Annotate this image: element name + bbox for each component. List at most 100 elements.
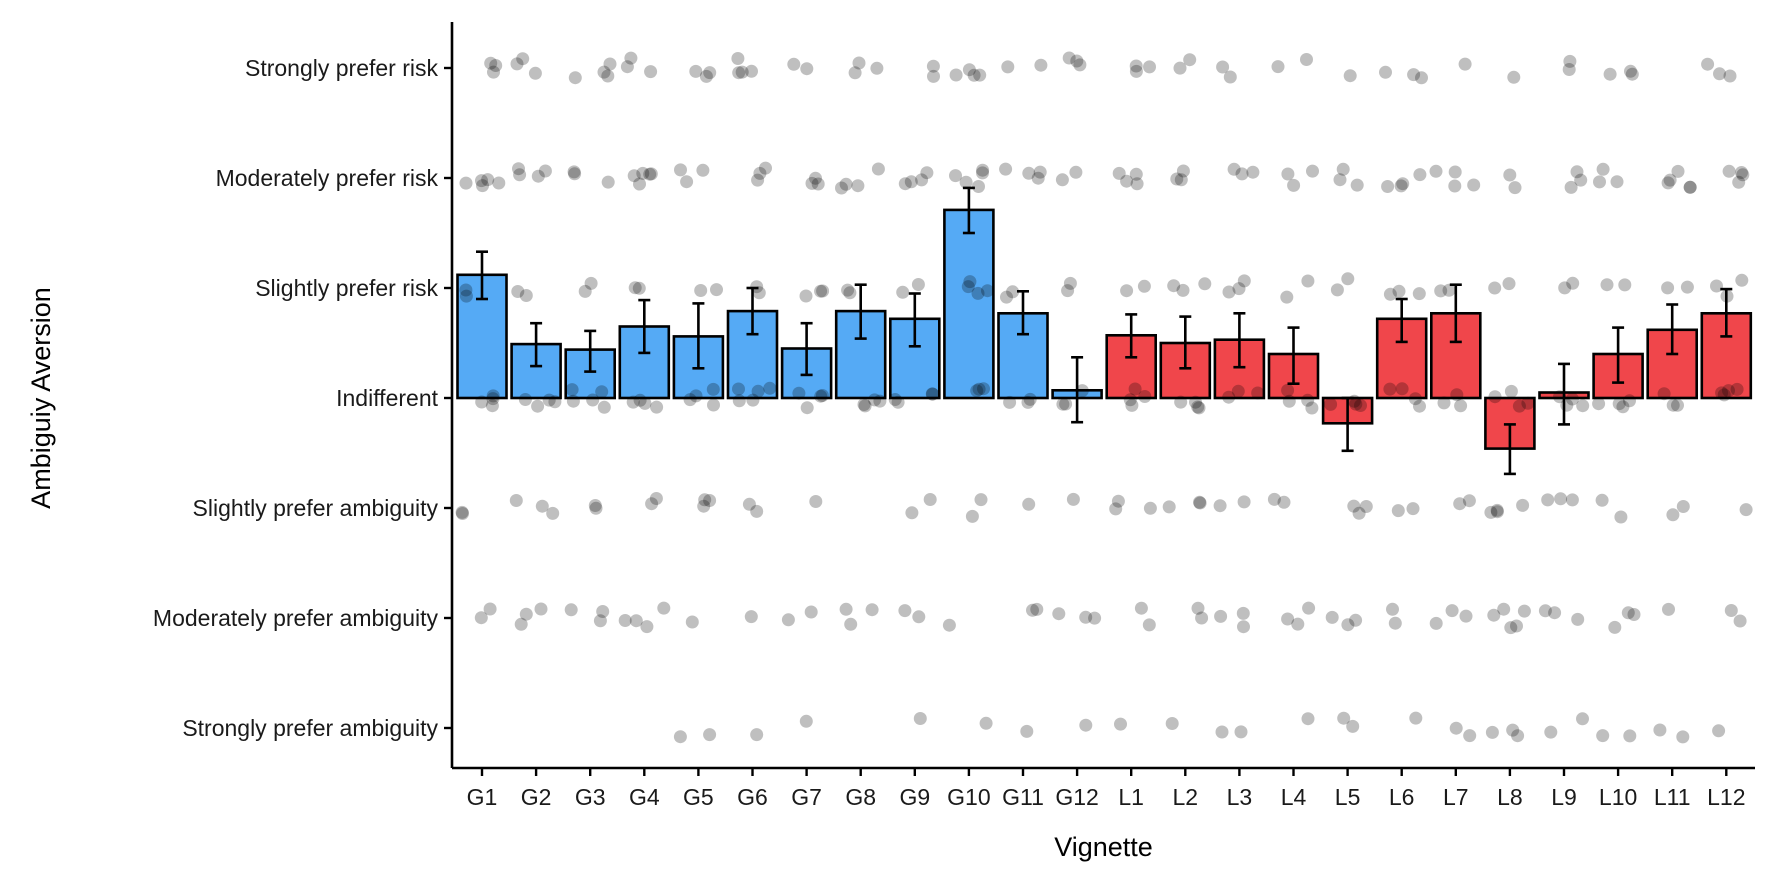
response-point-G8 <box>835 181 848 195</box>
response-point-G8 <box>873 394 887 408</box>
response-point-L9 <box>1566 276 1580 290</box>
response-point-G8 <box>839 602 853 616</box>
response-point-G7 <box>805 176 819 190</box>
response-point-G6 <box>751 384 765 398</box>
response-point-G2 <box>513 168 527 182</box>
response-point-G5 <box>696 163 710 177</box>
error-bar-L11 <box>1666 303 1679 356</box>
response-point-G4 <box>643 167 657 181</box>
response-point-G12 <box>1056 397 1070 411</box>
response-point-L7 <box>1448 165 1462 179</box>
response-point-L4 <box>1302 601 1316 615</box>
response-point-G6 <box>732 382 745 396</box>
response-point-G11 <box>1020 724 1034 738</box>
response-point-L2 <box>1191 400 1205 414</box>
response-point-G1 <box>459 176 473 190</box>
response-point-L2 <box>1174 395 1188 409</box>
response-point-G1 <box>486 389 500 403</box>
response-point-G12 <box>1052 607 1066 621</box>
response-point-G4 <box>627 169 641 183</box>
x-tick-label: G1 <box>467 784 498 810</box>
response-point-G9 <box>915 173 929 187</box>
response-point-G3 <box>601 69 615 83</box>
response-point-G12 <box>1061 284 1075 298</box>
error-bar-L7 <box>1449 283 1462 344</box>
error-bar-G5 <box>692 302 705 370</box>
response-point-L10 <box>1623 394 1636 408</box>
response-point-L10 <box>1600 278 1614 292</box>
response-point-G8 <box>841 283 855 297</box>
response-point-G5 <box>710 283 723 297</box>
response-point-L1 <box>1138 390 1152 403</box>
response-point-L1 <box>1143 60 1156 74</box>
response-point-L3 <box>1214 609 1228 623</box>
response-point-L11 <box>1666 398 1680 412</box>
x-tick-label: G11 <box>1002 784 1044 810</box>
response-point-G1 <box>485 399 499 413</box>
response-point-L3 <box>1232 282 1246 296</box>
response-point-L3 <box>1237 274 1251 288</box>
response-point-L5 <box>1330 283 1344 297</box>
response-point-L12 <box>1713 67 1726 81</box>
response-point-L1 <box>1134 601 1148 615</box>
response-point-G10 <box>967 68 981 82</box>
x-tick-label: L12 <box>1707 784 1745 810</box>
response-point-L4 <box>1301 393 1315 407</box>
response-point-G3 <box>564 603 578 617</box>
error-bar-G9 <box>908 292 921 348</box>
response-point-L3 <box>1251 386 1265 400</box>
response-point-L2 <box>1167 279 1181 293</box>
error-bar-G6 <box>746 286 759 336</box>
response-point-L7 <box>1429 164 1443 178</box>
response-point-G12 <box>1079 718 1093 732</box>
response-point-L11 <box>1661 281 1675 295</box>
response-point-G12 <box>1055 173 1069 187</box>
response-point-G5 <box>689 389 703 403</box>
response-point-G9 <box>926 59 940 73</box>
response-point-G9 <box>911 278 925 291</box>
response-point-L10 <box>1616 400 1630 414</box>
response-point-L2 <box>1183 53 1197 67</box>
response-point-L3 <box>1223 70 1237 84</box>
response-point-L6 <box>1406 502 1420 516</box>
response-point-L4 <box>1281 167 1295 181</box>
error-bar-G4 <box>638 298 651 355</box>
response-point-G6 <box>745 64 758 78</box>
response-point-L3 <box>1246 165 1260 179</box>
response-point-L11 <box>1676 730 1690 744</box>
response-point-G8 <box>865 603 879 617</box>
response-point-L7 <box>1463 729 1477 743</box>
x-tick-label: L6 <box>1389 784 1415 810</box>
response-point-G9 <box>913 712 927 725</box>
response-point-L1 <box>1120 284 1134 298</box>
response-point-L12 <box>1710 279 1723 293</box>
response-point-L5 <box>1325 610 1339 624</box>
response-point-G11 <box>1022 497 1036 511</box>
response-point-G2 <box>542 393 556 407</box>
response-point-L12 <box>1722 384 1735 398</box>
response-point-G7 <box>781 613 795 627</box>
response-point-L9 <box>1574 173 1588 187</box>
response-point-L10 <box>1608 620 1622 634</box>
y-tick-label: Slightly prefer ambiguity <box>193 495 439 521</box>
response-point-G11 <box>1006 285 1020 299</box>
response-point-G3 <box>593 614 607 628</box>
response-point-L11 <box>1661 176 1675 190</box>
response-point-L10 <box>1627 608 1641 621</box>
response-point-G4 <box>644 65 658 79</box>
bar-G4 <box>618 325 671 400</box>
bar-G2 <box>510 342 562 400</box>
response-point-L10 <box>1618 278 1632 292</box>
x-tick-label: G8 <box>845 784 876 810</box>
response-point-L8 <box>1511 729 1525 743</box>
response-point-G2 <box>528 66 542 80</box>
response-point-G1 <box>487 65 500 79</box>
response-point-L11 <box>1680 280 1694 294</box>
response-point-L6 <box>1379 65 1392 79</box>
response-point-L6 <box>1391 504 1405 518</box>
response-point-L2 <box>1189 395 1202 409</box>
response-point-L5 <box>1349 613 1363 627</box>
response-point-L8 <box>1488 390 1502 404</box>
response-point-G10 <box>977 382 990 396</box>
x-tick-label: G6 <box>737 784 768 810</box>
